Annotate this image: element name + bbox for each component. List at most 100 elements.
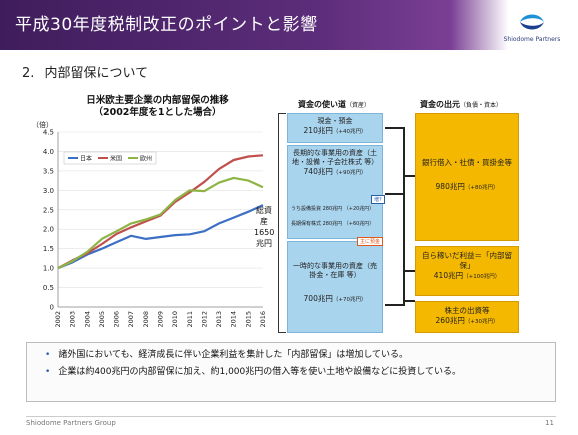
y-tick-label: 2.0 [43,226,54,234]
chart-title-block: 日米欧主要企業の内部留保の推移 （2002年度を1とした場合） [55,95,260,119]
section-heading: 2. 内部留保について [22,62,148,81]
total-assets-unit: 兆円 [256,239,272,248]
use-shortterm-note: （+70兆円） [332,297,367,303]
chart-subtitle: （2002年度を1とした場合） [93,107,222,118]
x-tick-label: 2003 [69,311,77,328]
x-tick-label: 2011 [186,311,194,328]
connector-vertical [403,127,405,306]
use-sub-capex: うち設備投資 280兆円 （+20兆円） [291,205,374,212]
uses-heading-text: 資金の使い道 [298,100,346,109]
section-title: 内部留保について [44,66,149,81]
uses-heading-note: （資産） [346,102,371,109]
use-cash-note: （+40兆円） [332,129,367,135]
use-cash-value: 210兆円 [303,126,333,135]
x-tick-label: 2002 [54,311,62,328]
series-line-欧州 [57,176,264,270]
use-box-longterm: 長期的な事業用の資産（土地・設備・子会社株式 等） 740兆円（+90兆円） [287,145,383,239]
source-retained-note: （+100兆円） [463,274,501,280]
source-debt-label: 銀行借入・社債・買掛金等 [422,158,512,167]
bullet-2: • 企業は約400兆円の内部留保に加え、約1,000兆円の借入等を使い土地や設備な… [45,365,535,380]
logo-text: Shiodome Partners [503,36,561,43]
total-assets: 総資産 1650 兆円 [254,205,274,249]
footer-company: Shiodome Partners Group [26,419,116,427]
footer-divider [26,416,556,417]
y-tick-label: 3.5 [43,167,54,175]
series-line-日本 [57,204,264,270]
x-tick-label: 2005 [98,311,106,328]
x-tick-label: 2012 [200,311,208,328]
y-tick-label: 1.0 [43,265,54,273]
logo-mark-icon [520,14,544,30]
section-number: 2. [22,66,35,81]
use-cash-label: 現金・預金 [317,117,353,125]
use-sub-capex-label: うち設備投資 [291,206,322,212]
summary-box: • 諸外国においても、経済成長に伴い企業利益を集計した「内部留保」は増加している。… [26,342,556,402]
total-bracket [278,113,286,333]
use-longterm-value: 740兆円 [303,167,333,176]
connector-cash [385,127,405,129]
x-tick-label: 2004 [83,311,91,328]
source-equity-value: 260兆円 [435,316,465,325]
use-longterm-label: 長期的な事業用の資産（土地・設備・子会社株式 等） [292,149,379,166]
line-chart: （倍） 0 0.5 1.0 1.5 2.0 2.5 3.0 3.5 4.0 4.5 2002 2003 2… [32,120,267,328]
source-box-retained: 自ら稼いだ利益＝「内部留保」 410兆円（+100兆円） [415,246,519,296]
y-tick-label: 3.0 [43,187,54,195]
connector-source-1 [403,175,415,177]
y-tick-label: 0 [50,304,54,312]
connector-source-3 [403,300,415,302]
use-sub-capex-value: 280兆円 [322,206,343,212]
use-box-shortterm: 一時的な事業用の資産（売掛金・在庫 等） 700兆円（+70兆円） [287,241,383,333]
legend-box [63,151,157,165]
source-retained-value: 410兆円 [433,271,464,280]
source-equity-label: 株主の出資等 [444,306,490,315]
tag-blue: 増? [371,195,385,204]
connector-source-2 [403,270,415,272]
series-line-米国 [57,154,264,270]
source-retained-label: 自ら稼いだ利益＝「内部留保」 [422,251,512,270]
bullet-1: • 諸外国においても、経済成長に伴い企業利益を集計した「内部留保」は増加している。 [45,348,408,363]
sources-heading: 資金の出元（負債・資本） [420,99,502,110]
x-tick-label: 2015 [244,311,252,328]
use-box-cash: 現金・預金 210兆円（+40兆円） [287,113,383,143]
total-assets-label: 総資産 [256,206,272,226]
page-title: 平成30年度税制改正のポイントと影響 [15,15,318,35]
tag-red: 主に預金 [357,237,384,246]
y-tick-label: 4.5 [43,129,54,137]
use-sub-stocks-value: 280兆円 [322,221,343,227]
use-sub-stocks: 長期保有株式 280兆円 （+60兆円） [291,220,374,227]
use-shortterm-label: 一時的な事業用の資産（売掛金・在庫 等） [293,262,377,279]
y-tick-label: 1.5 [43,245,54,253]
legend-label: 欧州 [140,155,152,163]
uses-heading: 資金の使い道（資産） [298,99,370,110]
x-tick-label: 2013 [215,311,223,328]
legend-label: 日本 [80,155,92,163]
connector-longterm [385,193,405,195]
title-bar: 平成30年度税制改正のポイントと影響 [0,0,578,50]
source-debt-note: （+80兆円） [464,185,499,191]
source-equity-note: （+30兆円） [464,319,499,325]
x-tick-label: 2009 [157,311,165,328]
source-box-equity: 株主の出資等 260兆円（+30兆円） [415,301,519,333]
total-assets-value: 1650 [254,228,275,237]
use-sub-stocks-note: （+60兆円） [343,221,375,227]
chart-title: 日米欧主要企業の内部留保の推移 [86,95,229,106]
x-tick-label: 2007 [127,311,135,328]
uses-column: 現金・預金 210兆円（+40兆円） 長期的な事業用の資産（土地・設備・子会社株… [287,113,385,333]
y-tick-label: 0.5 [43,284,54,292]
bullet-dot-icon: • [45,350,51,360]
use-sub-capex-note: （+20兆円） [343,206,375,212]
x-tick-label: 2008 [142,311,150,328]
x-tick-label: 2016 [259,311,267,328]
source-box-debt: 銀行借入・社債・買掛金等 980兆円（+80兆円） [415,113,519,241]
sources-heading-note: （負債・資本） [460,102,503,109]
use-sub-stocks-label: 長期保有株式 [291,221,322,227]
x-tick-label: 2010 [171,311,179,328]
connector-shortterm [385,304,405,306]
use-shortterm-value: 700兆円 [303,294,333,303]
x-tick-label: 2014 [230,311,238,328]
sources-heading-text: 資金の出元 [420,100,460,109]
company-logo: Shiodome Partners [496,8,568,46]
page-number: 11 [545,419,554,427]
bullet-dot-icon: • [45,367,51,377]
x-tick-label: 2006 [113,311,121,328]
